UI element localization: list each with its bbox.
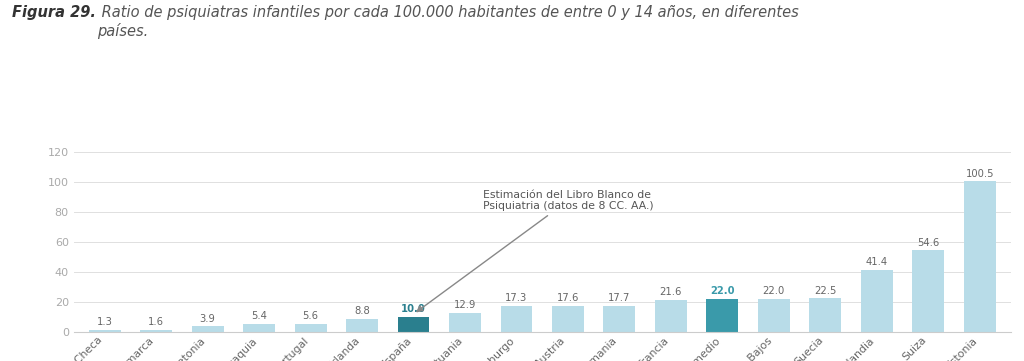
Bar xyxy=(346,319,378,332)
Text: 22.0: 22.0 xyxy=(763,286,785,296)
Text: 5.4: 5.4 xyxy=(251,311,267,321)
Bar xyxy=(912,250,944,332)
Bar xyxy=(191,326,223,332)
Bar xyxy=(450,313,481,332)
Text: 8.8: 8.8 xyxy=(354,306,370,316)
Text: Figura 29.: Figura 29. xyxy=(12,5,96,21)
Bar xyxy=(707,299,738,332)
Bar xyxy=(89,330,121,332)
Bar xyxy=(295,324,327,332)
Text: 21.6: 21.6 xyxy=(659,287,682,297)
Bar xyxy=(809,299,842,332)
Text: 22.5: 22.5 xyxy=(814,286,837,296)
Text: 22.0: 22.0 xyxy=(710,286,734,296)
Text: 17.3: 17.3 xyxy=(505,293,527,304)
Text: 10.0: 10.0 xyxy=(401,304,426,314)
Bar xyxy=(140,330,172,332)
Text: 41.4: 41.4 xyxy=(865,257,888,268)
Text: Estimación del Libro Blanco de
Psiquiatria (datos de 8 CC. AA.): Estimación del Libro Blanco de Psiquiatr… xyxy=(417,190,653,312)
Bar xyxy=(552,306,584,332)
Text: 100.5: 100.5 xyxy=(966,169,994,179)
Text: 5.6: 5.6 xyxy=(302,311,318,321)
Bar xyxy=(243,324,275,332)
Text: 17.6: 17.6 xyxy=(557,293,580,303)
Text: 12.9: 12.9 xyxy=(454,300,476,310)
Text: 3.9: 3.9 xyxy=(200,314,215,323)
Text: 17.7: 17.7 xyxy=(608,293,631,303)
Bar xyxy=(603,305,635,332)
Text: 1.3: 1.3 xyxy=(96,317,113,327)
Bar xyxy=(861,270,893,332)
Text: 1.6: 1.6 xyxy=(148,317,164,327)
Text: 54.6: 54.6 xyxy=(918,238,939,248)
Bar xyxy=(501,306,532,332)
Bar xyxy=(964,182,995,332)
Bar xyxy=(758,299,790,332)
Text: Ratio de psiquiatras infantiles por cada 100.000 habitantes de entre 0 y 14 años: Ratio de psiquiatras infantiles por cada… xyxy=(97,5,799,39)
Bar xyxy=(655,300,687,332)
Bar xyxy=(397,317,429,332)
